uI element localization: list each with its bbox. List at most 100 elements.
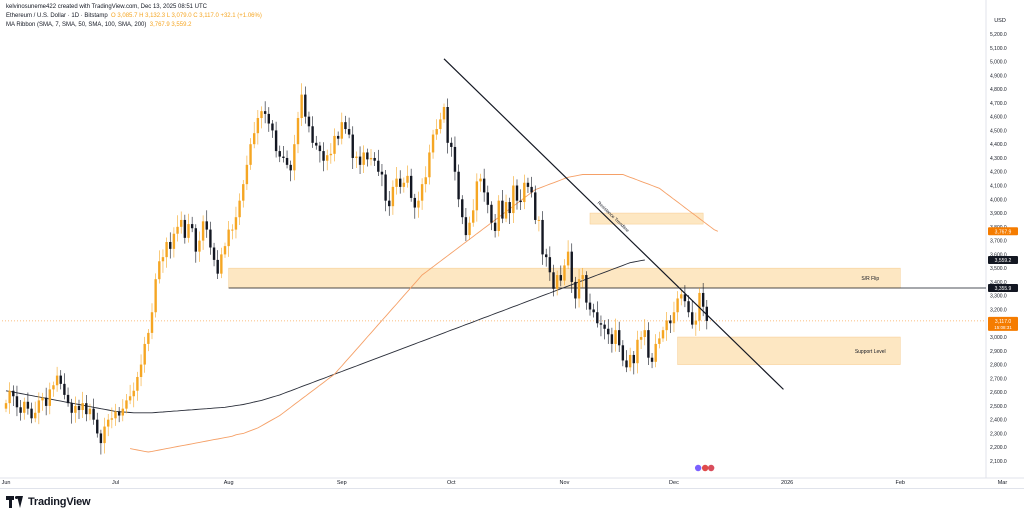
tradingview-logo[interactable]: TradingView (6, 495, 91, 509)
tradingview-logo-icon (6, 496, 24, 508)
candle-body (30, 408, 33, 419)
candle-body (479, 178, 482, 182)
candle-body (172, 233, 176, 249)
candle-body (150, 312, 154, 333)
candle-body (311, 126, 314, 143)
candle-body (289, 164, 292, 171)
candle-body (158, 261, 161, 280)
candle-body (304, 94, 307, 117)
y-tick-label: 3,500.0 (990, 266, 1007, 272)
candle-body (406, 175, 409, 183)
candle-body (603, 324, 606, 329)
candle-body (654, 343, 657, 362)
candle-body (490, 204, 493, 223)
candle-body (227, 229, 230, 247)
candle-body (318, 145, 322, 152)
candle-body (464, 217, 468, 236)
resistance-trendline[interactable] (443, 58, 784, 390)
candle-body (501, 200, 504, 219)
event-icon[interactable] (694, 464, 702, 472)
candle-body (537, 219, 541, 221)
symbol-line: Ethereum / U.S. Dollar · 1D · Bitstamp O… (6, 12, 262, 21)
ohlc-values: O 3,085.7 H 3,132.3 L 3,079.0 C 3,117.0 … (111, 13, 262, 19)
candle-body (618, 330, 621, 346)
brand-name: TradingView (28, 496, 91, 508)
ma100-line (130, 174, 718, 453)
candle-body (424, 177, 427, 185)
candle-body (34, 412, 37, 419)
candle-body (110, 418, 114, 420)
candle-body (577, 279, 581, 299)
symbol-name[interactable]: Ethereum / U.S. Dollar · 1D · Bitstamp (6, 13, 108, 19)
candle-body (161, 257, 165, 262)
candle-body (347, 129, 351, 135)
candle-body (574, 281, 577, 299)
indicator-name[interactable]: MA Ribbon (SMA, 7, SMA, 50, SMA, 100, SM… (6, 22, 147, 28)
candle-body (435, 129, 438, 135)
candle-body (705, 306, 708, 321)
y-tick-label: 2,800.0 (990, 363, 1007, 369)
candle-body (628, 354, 632, 368)
candle-body (52, 385, 55, 390)
candle-body (358, 156, 362, 165)
y-tick-label: 4,800.0 (990, 87, 1007, 93)
author-line: kelvinosuneme422 created with TradingVie… (6, 4, 208, 10)
candle-body (530, 186, 533, 193)
candle-body (169, 241, 172, 249)
candle-body (570, 251, 573, 282)
candle-body (643, 330, 646, 338)
candle-body (457, 171, 460, 200)
chart-header: kelvinosuneme422 created with TradingVie… (6, 3, 262, 30)
upper-resistance-zone[interactable] (589, 212, 704, 225)
candle-body (180, 219, 183, 227)
candle-body (198, 240, 201, 252)
indicator-line: MA Ribbon (SMA, 7, SMA, 50, SMA, 100, SM… (6, 21, 262, 30)
candle-body (384, 174, 387, 201)
candle-body (683, 294, 687, 302)
candle-body (446, 107, 449, 143)
candle-body (504, 202, 508, 219)
support-zone[interactable] (677, 336, 901, 365)
candle-body (420, 184, 424, 201)
us-flag-icon[interactable] (707, 464, 715, 472)
candle-body (439, 119, 442, 130)
candle-body (566, 251, 570, 266)
candle-body (482, 178, 486, 193)
candle-body (55, 375, 59, 386)
candle-body (212, 247, 216, 260)
candle-body (44, 397, 48, 406)
x-tick-label: Sep (337, 480, 347, 486)
candle-body (23, 401, 26, 413)
candle-body (315, 142, 318, 146)
candle-body (468, 222, 471, 236)
candle-body (216, 259, 219, 274)
us-flag-icon[interactable] (701, 464, 709, 472)
indicator-values: 3,767.9 3,559.2 (149, 22, 192, 28)
candle-body (187, 224, 190, 238)
candle-body (563, 265, 566, 281)
candle-body (336, 135, 340, 139)
y-tick-label: 4,500.0 (990, 128, 1007, 134)
candle-body (639, 337, 643, 340)
candle-body (340, 122, 343, 139)
candle-body (698, 292, 701, 321)
candle-body (694, 320, 698, 325)
sr-flip-zone-label: S/R Flip (861, 276, 879, 282)
x-tick-label: Dec (669, 480, 679, 486)
candle-body (282, 156, 285, 158)
candle-body (66, 394, 70, 404)
candle-body (220, 254, 223, 274)
candle-body (512, 185, 515, 214)
candle-body (165, 241, 168, 258)
candle-body (515, 185, 519, 201)
candle-body (209, 229, 212, 248)
candle-body (48, 389, 51, 406)
candle-body (351, 134, 354, 158)
candle-body (475, 181, 479, 211)
candle-body (329, 153, 333, 156)
candle-body (523, 182, 526, 203)
x-tick-label: Mar (998, 480, 1008, 486)
candle-body (183, 219, 187, 238)
y-tick-label: 2,600.0 (990, 390, 1007, 396)
